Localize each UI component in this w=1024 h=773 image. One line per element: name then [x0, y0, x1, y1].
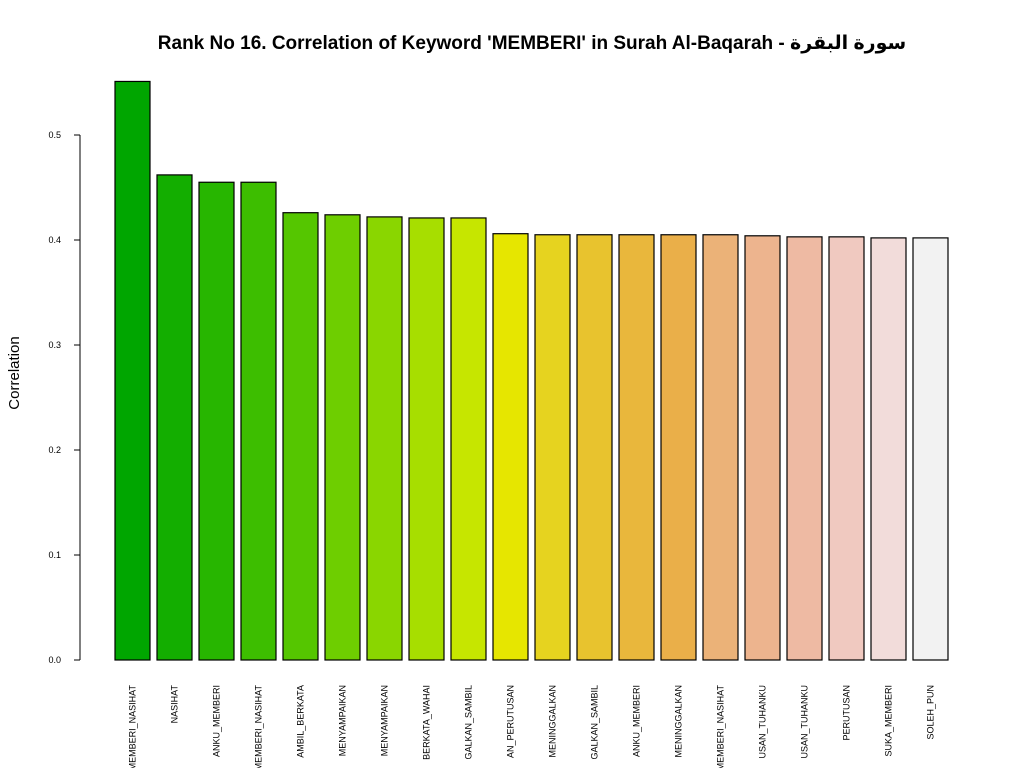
- y-tick-label: 0.1: [48, 550, 61, 560]
- x-tick-label: GALKAN_SAMBIL: [590, 685, 600, 760]
- bar: [366, 216, 403, 661]
- x-tick-label: GALKAN_SAMBIL: [464, 685, 474, 760]
- bar: [534, 234, 571, 661]
- x-tick-label: MEMBERI_NASIHAT: [128, 685, 138, 768]
- x-tick-label: BERKATA_WAHAI: [422, 685, 432, 760]
- y-axis-label: Correlation: [6, 336, 23, 409]
- bar: [618, 234, 655, 661]
- x-tick-label: USAN_TUHANKU: [758, 685, 768, 759]
- x-tick-label: SOLEH_PUN: [926, 685, 936, 740]
- bar: [282, 212, 319, 661]
- bar: [408, 217, 445, 661]
- y-tick-label: 0.0: [48, 655, 61, 665]
- bar: [828, 236, 865, 661]
- bar: [702, 234, 739, 661]
- bar: [912, 237, 949, 661]
- y-tick-label: 0.4: [48, 235, 61, 245]
- bar: [786, 236, 823, 661]
- x-tick-label: MENINGGALKAN: [548, 685, 558, 758]
- x-tick-label: MENINGGALKAN: [674, 685, 684, 758]
- x-tick-label: ANKU_MEMBERI: [632, 685, 642, 757]
- bar: [576, 234, 613, 661]
- x-tick-label: SUKA_MEMBERI: [884, 685, 894, 757]
- x-tick-label: PERUTUSAN: [842, 685, 852, 741]
- x-tick-label: ANKU_MEMBERI: [212, 685, 222, 757]
- bar: [660, 234, 697, 661]
- bar: [198, 181, 235, 661]
- y-tick-label: 0.5: [48, 130, 61, 140]
- bar: [240, 181, 277, 661]
- bar: [870, 237, 907, 661]
- x-tick-label: MEMBERI_NASIHAT: [716, 685, 726, 768]
- bar: [492, 233, 529, 661]
- x-tick-label: MENYAMPAIKAN: [338, 685, 348, 756]
- y-axis: 0.0 0.1 0.2 0.3 0.4 0.5: [48, 130, 81, 665]
- x-tick-label: MENYAMPAIKAN: [380, 685, 390, 756]
- y-tick-label: 0.3: [48, 340, 61, 350]
- bar: [156, 174, 193, 661]
- x-tick-labels: MEMBERI_NASIHAT NASIHAT ANKU_MEMBERI MEMBER…: [128, 685, 936, 771]
- bar: [450, 217, 487, 661]
- x-tick-label: AN_PERUTUSAN: [506, 685, 516, 758]
- y-tick-label: 0.2: [48, 445, 61, 455]
- x-tick-label: NASIHAT: [170, 685, 180, 724]
- bar: [324, 214, 361, 661]
- bar: [744, 235, 781, 661]
- x-tick-label: USAN_TUHANKU: [800, 685, 810, 759]
- x-tick-label: AMBIL_BERKATA: [296, 685, 306, 758]
- chart-title: Rank No 16. Correlation of Keyword 'MEMB…: [158, 33, 906, 54]
- x-tick-label: MEMBERI_NASIHAT: [254, 685, 264, 768]
- bar: [114, 80, 151, 661]
- bars: [114, 80, 949, 661]
